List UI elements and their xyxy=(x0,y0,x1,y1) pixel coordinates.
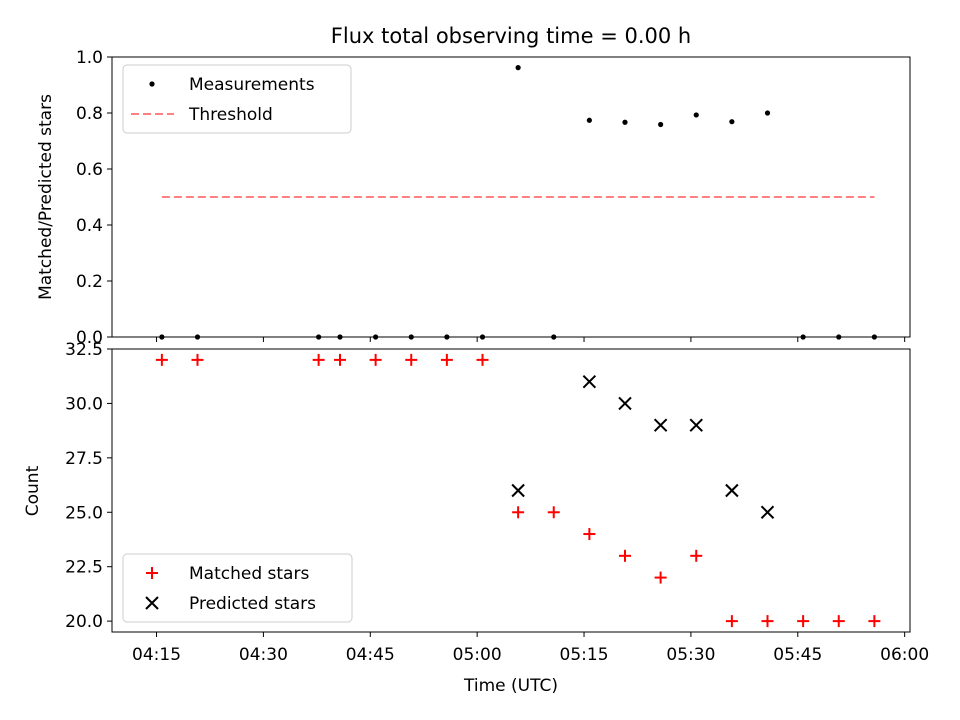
predicted-star-point xyxy=(511,483,525,498)
x-tick-label: 06:00 xyxy=(880,645,929,665)
ratio-y-tick-label: 0.4 xyxy=(76,216,103,236)
predicted-star-point xyxy=(725,483,739,498)
legend-matched-marker xyxy=(146,567,158,579)
measurement-point xyxy=(515,65,521,71)
x-tick-label: 04:30 xyxy=(239,645,288,665)
count-y-tick-label: 22.5 xyxy=(65,558,103,578)
legend-predicted-label: Predicted stars xyxy=(189,594,316,614)
matched-star-point xyxy=(155,353,168,366)
measurement-point xyxy=(693,112,699,118)
legend-predicted-marker xyxy=(145,596,159,610)
measurement-point xyxy=(586,117,592,123)
count-y-tick-label: 25.0 xyxy=(65,503,103,523)
matched-star-point xyxy=(725,615,738,628)
measurement-point xyxy=(658,121,664,128)
matched-star-point xyxy=(476,353,489,366)
x-tick-label: 05:15 xyxy=(560,645,609,665)
count-plot-frame xyxy=(111,348,911,633)
matched-star-point xyxy=(797,615,810,628)
matched-star-point xyxy=(369,353,382,366)
matched-star-point xyxy=(832,615,845,628)
measurement-point xyxy=(729,119,735,125)
legend-measurements-marker xyxy=(149,81,155,87)
matched-star-point xyxy=(312,353,325,366)
ratio-y-ticks: 0.0 0.2 0.4 0.6 0.8 1.0 xyxy=(76,48,112,348)
matched-star-point xyxy=(334,353,346,366)
predicted-star-point xyxy=(582,374,597,389)
matched-star-point xyxy=(868,615,881,628)
x-tick-label: 04:45 xyxy=(346,645,395,665)
ratio-legend: Measurements Threshold xyxy=(122,64,352,134)
matched-star-point xyxy=(690,549,703,562)
x-axis-label: Time (UTC) xyxy=(463,676,558,696)
matched-star-point xyxy=(547,506,560,519)
ratio-legend-box xyxy=(122,64,352,134)
measurement-point xyxy=(622,119,628,125)
count-y-ticks: 20.0 22.5 25.0 27.5 30.0 32.5 xyxy=(65,340,112,632)
ratio-y-tick-label: 0.2 xyxy=(76,272,103,292)
count-series xyxy=(155,353,881,628)
predicted-star-point xyxy=(689,418,703,432)
count-legend-box xyxy=(122,553,353,623)
x-tick-label: 04:15 xyxy=(132,645,181,665)
matched-star-point xyxy=(761,615,774,628)
ratio-y-tick-label: 0.6 xyxy=(76,160,103,180)
matched-star-point xyxy=(512,506,525,519)
matched-star-point xyxy=(583,528,596,541)
predicted-star-point xyxy=(760,505,775,519)
ratio-y-tick-label: 0.8 xyxy=(76,104,103,124)
ratio-x-tick-marks xyxy=(156,337,906,342)
ratio-panel: 0.0 0.2 0.4 0.6 0.8 1.0 Matched/Predicted sta… xyxy=(36,48,911,348)
matched-star-point xyxy=(405,353,418,366)
matched-star-point xyxy=(440,353,453,366)
count-x-ticks: 04:15 04:30 04:45 05:00 05:15 05:30 05:45 06:00 xyxy=(132,632,929,665)
measurement-point xyxy=(764,110,771,116)
legend-threshold-label: Threshold xyxy=(188,105,273,125)
ratio-y-axis-label: Matched/Predicted stars xyxy=(36,94,56,300)
x-tick-label: 05:30 xyxy=(666,645,715,665)
legend-measurements-label: Measurements xyxy=(189,75,315,95)
count-y-axis-label: Count xyxy=(23,465,43,516)
ratio-y-tick-label: 0.0 xyxy=(76,328,103,348)
count-y-tick-label: 27.5 xyxy=(65,449,103,469)
ratio-plot-frame xyxy=(111,56,911,338)
count-y-tick-label: 32.5 xyxy=(65,340,103,360)
count-y-tick-label: 30.0 xyxy=(65,394,103,414)
ratio-y-tick-label: 1.0 xyxy=(76,48,103,68)
count-panel: 20.0 22.5 25.0 27.5 30.0 32.5 04:15 04:30 04:45… xyxy=(23,340,929,696)
chart-title: Flux total observing time = 0.00 h xyxy=(331,24,691,48)
matched-star-point xyxy=(191,353,204,366)
count-y-tick-label: 20.0 xyxy=(65,612,103,632)
legend-matched-label: Matched stars xyxy=(189,564,309,584)
matched-star-point xyxy=(619,549,631,562)
x-tick-label: 05:45 xyxy=(773,645,822,665)
matched-star-point xyxy=(654,571,667,584)
x-tick-label: 05:00 xyxy=(453,645,502,665)
count-legend: Matched stars Predicted stars xyxy=(122,553,353,623)
predicted-star-point xyxy=(653,418,668,432)
predicted-star-point xyxy=(618,396,632,411)
